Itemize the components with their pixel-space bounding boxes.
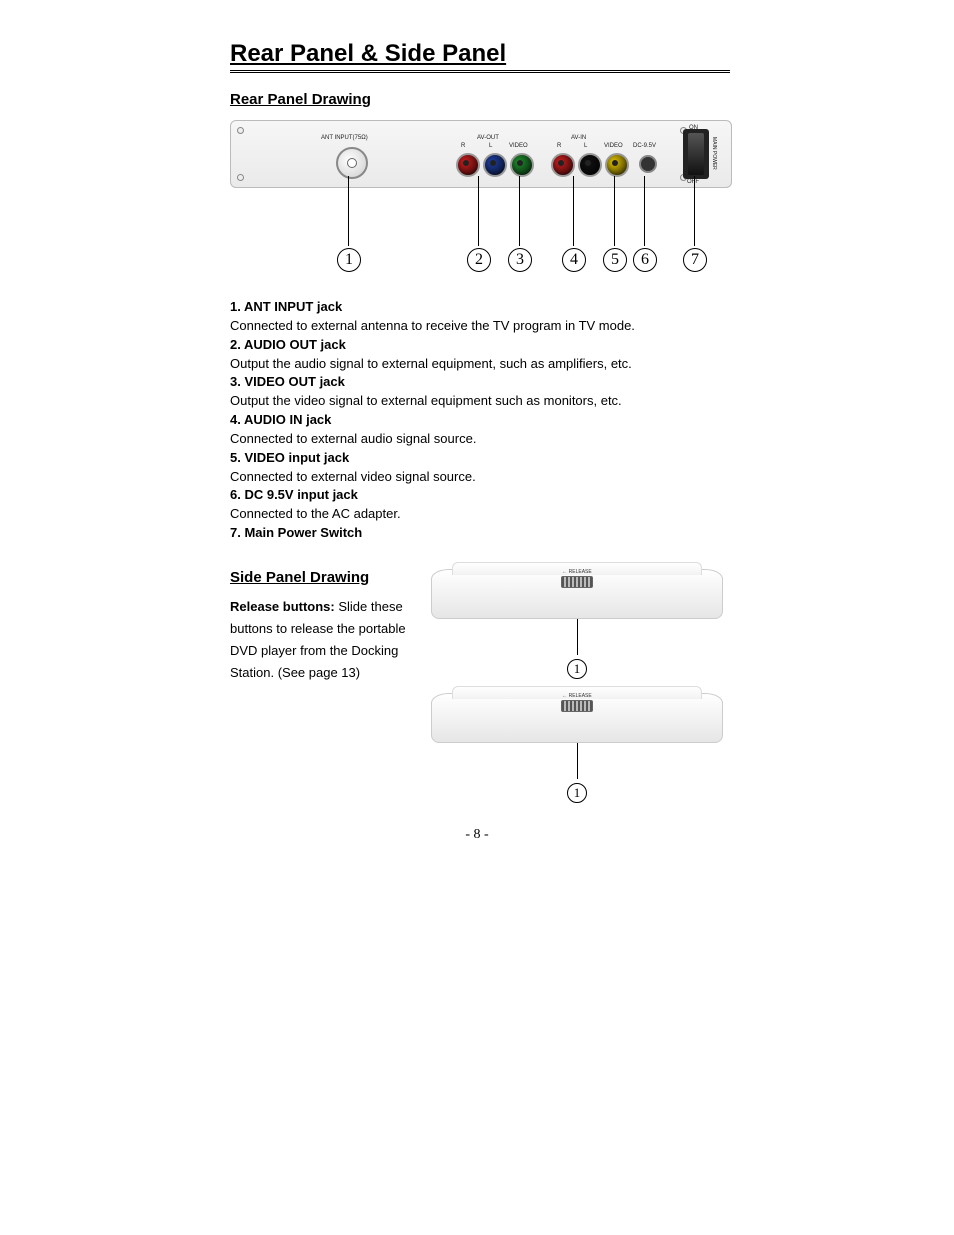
label-off: OFF [687,179,699,185]
callout-number: 1 [337,248,361,272]
page-number: - 8 - [230,827,724,843]
leader-line [478,176,479,246]
label-r: R [461,143,465,149]
label-l: L [584,143,587,149]
release-label: ← RELEASE [562,693,591,699]
callout-number: 2 [467,248,491,272]
desc-title: 6. DC 9.5V input jack [230,486,730,505]
desc-text: Connected to the AC adapter. [230,505,730,524]
audio-in-r-jack [551,153,575,177]
leader-line [573,176,574,246]
video-in-jack [605,153,629,177]
desc-text: Connected to external video signal sourc… [230,468,730,487]
docking-station-top: ← RELEASE [431,569,723,619]
audio-out-r-jack [456,153,480,177]
label-r: R [557,143,561,149]
page-title: Rear Panel & Side Panel [230,40,730,73]
video-out-jack [510,153,534,177]
label-ant: ANT INPUT(75Ω) [321,135,368,141]
leader-line [577,743,578,779]
release-button-icon [561,576,593,588]
leader-line [348,176,349,246]
desc-text: Connected to external audio signal sourc… [230,430,730,449]
audio-in-l-jack [578,153,602,177]
main-power-switch [683,129,709,179]
screw-icon [237,174,244,181]
side-section: Side Panel Drawing Release buttons: Slid… [230,569,724,817]
callout-number: 1 [567,659,587,679]
rear-panel-diagram: ANT INPUT(75Ω) AV-OUT R L VIDEO AV-IN R … [230,118,730,278]
callout-number: 3 [508,248,532,272]
desc-title: 5. VIDEO input jack [230,449,730,468]
label-avout: AV-OUT [477,135,499,141]
manual-page: Rear Panel & Side Panel Rear Panel Drawi… [0,0,954,883]
leader-line [519,176,520,246]
release-label: ← RELEASE [562,569,591,575]
side-text: Release buttons: Slide these buttons to … [230,596,410,684]
label-l: L [489,143,492,149]
release-button-icon [561,700,593,712]
leader-line [577,619,578,655]
desc-title: 2. AUDIO OUT jack [230,336,730,355]
callout-number: 1 [567,783,587,803]
callout-number: 4 [562,248,586,272]
leader-line [614,176,615,246]
leader-line [694,176,695,246]
audio-out-l-jack [483,153,507,177]
rear-descriptions: 1. ANT INPUT jackConnected to external a… [230,298,730,543]
side-left-column: Side Panel Drawing Release buttons: Slid… [230,569,410,817]
screw-icon [237,127,244,134]
desc-title: 4. AUDIO IN jack [230,411,730,430]
desc-text: Connected to external antenna to receive… [230,317,730,336]
docking-station-bottom: ← RELEASE [431,693,723,743]
callout-number: 7 [683,248,707,272]
desc-title: 1. ANT INPUT jack [230,298,730,317]
side-heading: Side Panel Drawing [230,569,410,586]
callout-number: 5 [603,248,627,272]
release-title: Release buttons: [230,599,338,614]
label-dc: DC-9.5V [633,143,656,149]
desc-title: 3. VIDEO OUT jack [230,373,730,392]
side-diagram: ← RELEASE 1 ← RELEASE 1 [430,569,724,817]
label-mainpower: MAIN POWER [711,137,717,170]
rear-heading: Rear Panel Drawing [230,91,724,108]
rear-panel-body: ANT INPUT(75Ω) AV-OUT R L VIDEO AV-IN R … [230,120,732,188]
label-video: VIDEO [604,143,623,149]
label-avin: AV-IN [571,135,586,141]
desc-text: Output the video signal to external equi… [230,392,730,411]
ant-input-jack [336,147,368,179]
callout-number: 6 [633,248,657,272]
label-video: VIDEO [509,143,528,149]
dc-input-jack [639,155,657,173]
desc-title: 7. Main Power Switch [230,524,730,543]
desc-text: Output the audio signal to external equi… [230,355,730,374]
leader-line [644,176,645,246]
